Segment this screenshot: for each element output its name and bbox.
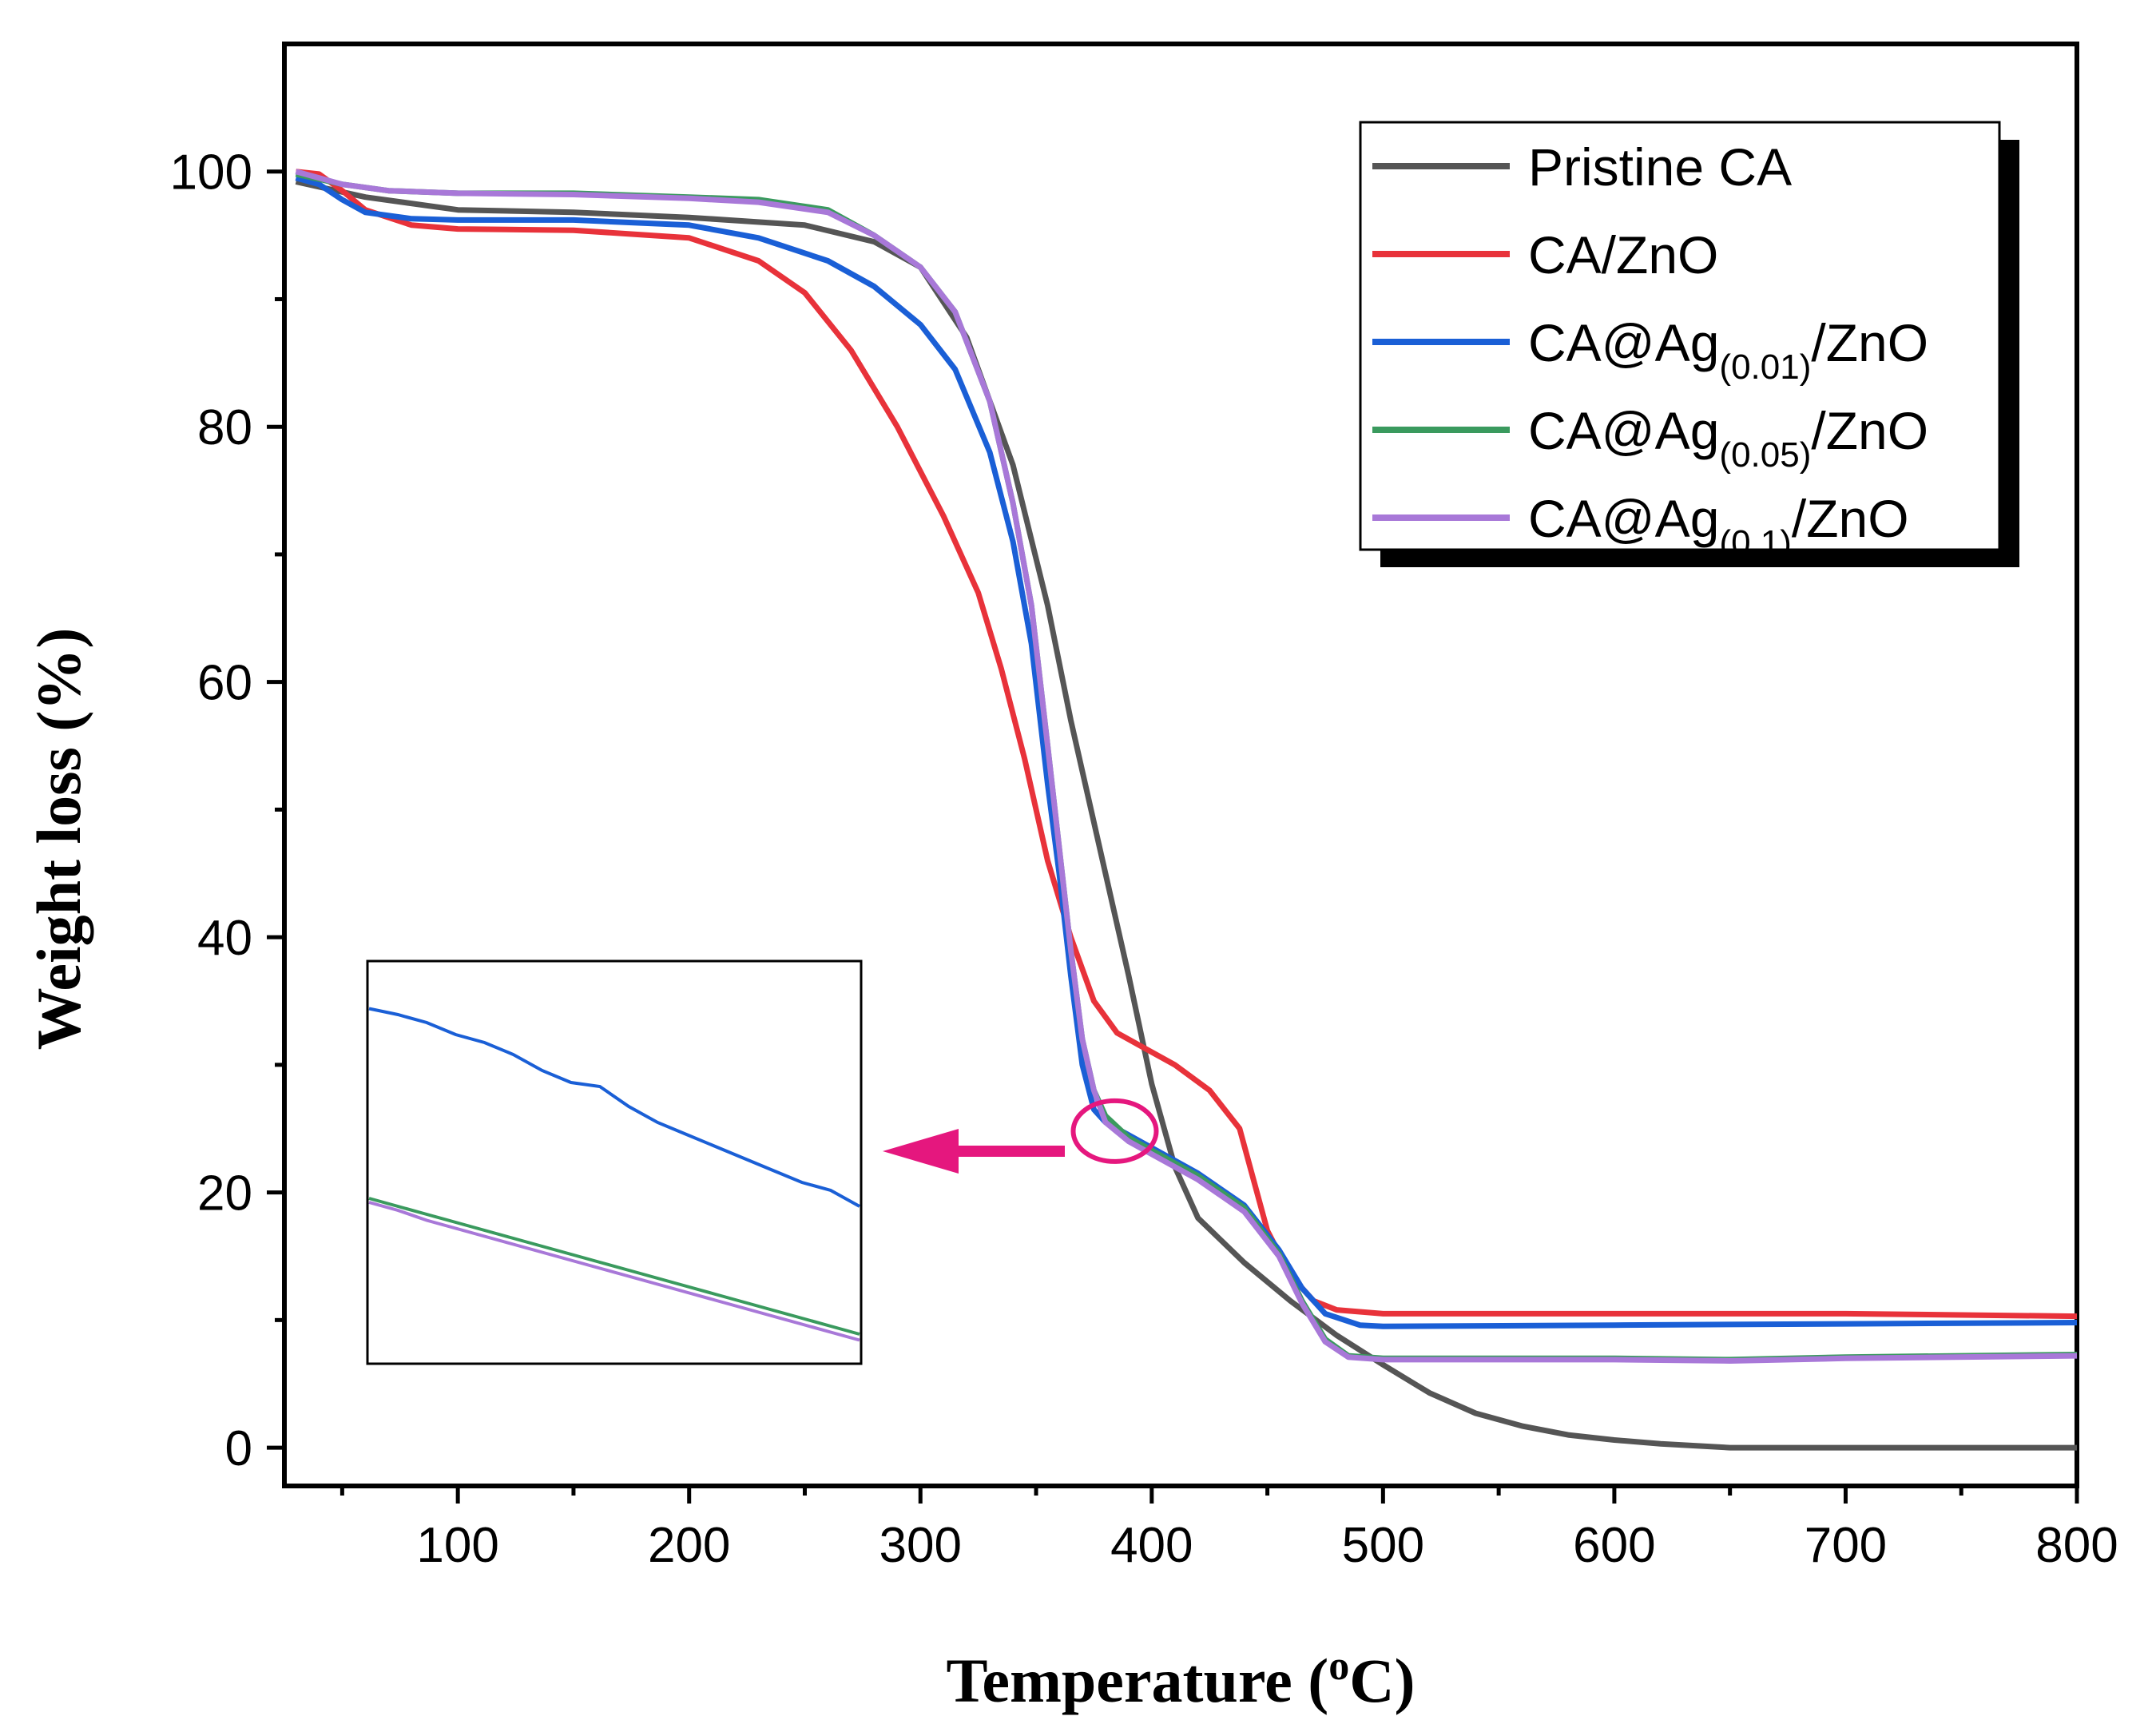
inset [366,959,863,1365]
inset-line-2 [368,1201,860,1342]
legend-label-0: Pristine CA [1528,137,1792,197]
inset-line-0 [368,1007,860,1208]
legend: Pristine CA CA/ZnO CA@Ag(0.01)/ZnO CA@Ag(0.… [1359,121,2019,567]
x-tick-label: 800 [2035,1518,2118,1573]
x-tick-label: 500 [1342,1518,1424,1573]
y-tick-label: 60 [197,656,252,711]
legend-label-1: CA/ZnO [1528,225,1718,284]
axis-ticks: 100 200 300 400 500 600 700 800 0 20 40 60 80 100 [170,145,2118,1573]
series-layer [295,169,2078,1451]
x-tick-label: 200 [648,1518,730,1573]
zoom-marker-ellipse [1070,1098,1159,1164]
x-tick-label: 300 [879,1518,962,1573]
y-tick-label: 40 [197,911,252,966]
inset-lines [368,1007,860,1342]
plot-frame [282,42,2079,1488]
inset-line-1 [368,1197,860,1336]
x-axis-title: Temperature (oC) [946,1643,1415,1715]
y-tick-label: 20 [197,1166,252,1222]
y-tick-label: 100 [170,145,252,201]
y-tick-label: 0 [225,1421,252,1476]
x-tick-label: 100 [416,1518,498,1573]
inset-arrow [883,1129,1065,1174]
series-line-4 [295,169,2078,1364]
y-axis-title: Weight loss (%) [24,628,93,1051]
legend-label-2: CA@Ag(0.01)/ZnO [1528,313,1928,387]
x-tick-label: 700 [1805,1518,1887,1573]
inset-frame [366,959,863,1365]
x-tick-label: 400 [1110,1518,1193,1573]
legend-box [1359,121,2001,551]
arrow-head [883,1129,959,1174]
x-tick-label: 600 [1573,1518,1655,1573]
legend-label-3: CA@Ag(0.05)/ZnO [1528,401,1928,475]
y-tick-label: 80 [197,400,252,455]
legend-label-4: CA@Ag(0.1)/ZnO [1528,489,1909,562]
series-line-2 [295,175,2078,1329]
legend-entries: Pristine CA CA/ZnO CA@Ag(0.01)/ZnO CA@Ag(0.… [1372,137,1928,562]
